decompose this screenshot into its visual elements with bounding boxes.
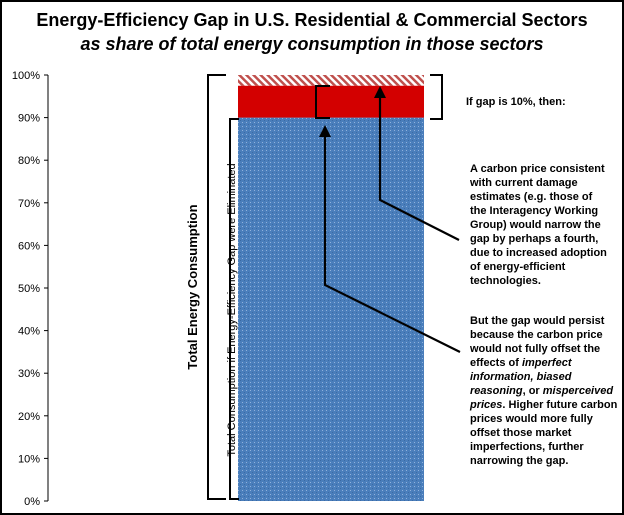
- annotation-gap-persist: But the gap would persist because the ca…: [470, 315, 618, 467]
- arrow-narrow-head: [374, 86, 386, 98]
- arrow-persist-head: [319, 125, 331, 137]
- eliminated-label: Total Consumption if Energy-Efficiency G…: [226, 163, 238, 456]
- y-tick-label: 50%: [18, 283, 40, 295]
- persist-bracket: [315, 85, 330, 119]
- annotation-carbon-price: A carbon price consistent with current da…: [470, 163, 607, 287]
- chart-subtitle: as share of total energy consumption in …: [80, 34, 544, 54]
- y-tick-label: 80%: [18, 155, 40, 167]
- total-energy-label: Total Energy Consumption: [185, 204, 200, 369]
- eliminated-bracket: [229, 118, 239, 500]
- chart-title: Energy-Efficiency Gap in U.S. Residentia…: [36, 10, 588, 30]
- y-tick-label: 10%: [18, 453, 40, 465]
- arrow-narrow: [378, 94, 460, 241]
- y-tick-label: 0%: [24, 496, 40, 508]
- bar-segment-2: [238, 85, 424, 118]
- y-tick-label: 90%: [18, 113, 40, 125]
- y-tick-label: 40%: [18, 326, 40, 338]
- bar-segment-3: [238, 75, 424, 86]
- total-bracket: [207, 74, 226, 500]
- y-tick-label: 60%: [18, 240, 40, 252]
- y-tick-label: 20%: [18, 411, 40, 423]
- gap-bracket: [430, 74, 443, 120]
- y-tick-label: 100%: [12, 70, 40, 82]
- y-tick-label: 70%: [18, 198, 40, 210]
- y-tick-label: 30%: [18, 368, 40, 380]
- gap-label: If gap is 10%, then:: [466, 96, 566, 108]
- bar-segment-1: [238, 117, 424, 501]
- arrow-persist: [323, 133, 461, 353]
